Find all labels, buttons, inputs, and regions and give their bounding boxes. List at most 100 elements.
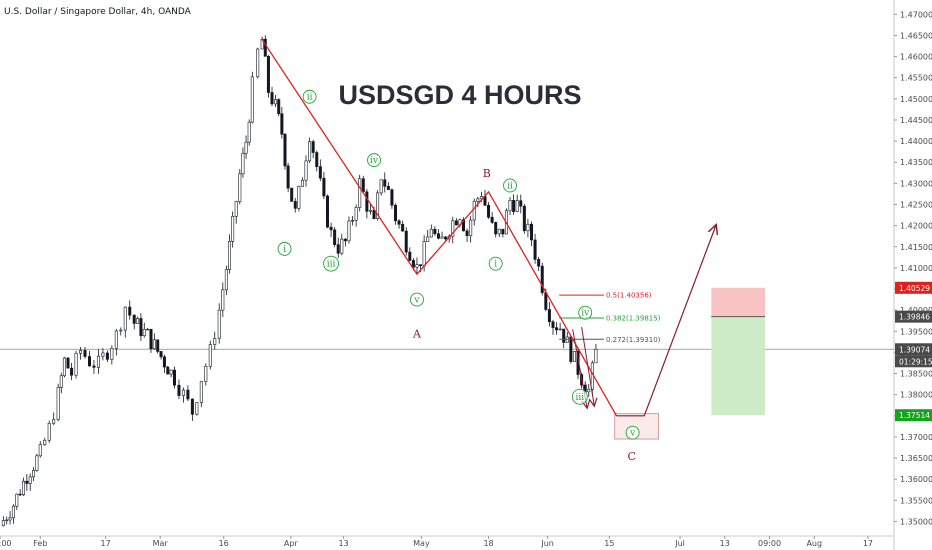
candle-body xyxy=(451,220,455,237)
candle-body xyxy=(490,216,494,223)
candle-body xyxy=(522,205,526,232)
candle-body xyxy=(393,204,397,222)
candle-body xyxy=(544,292,548,310)
candle-body xyxy=(52,419,56,424)
candle-body xyxy=(318,166,322,179)
y-tick-label: 1.40000 xyxy=(900,306,932,315)
wave-label-circle xyxy=(367,153,381,168)
wave-label-circle xyxy=(323,255,340,272)
candle-body xyxy=(494,222,498,235)
x-tick-label: 16 xyxy=(219,539,229,548)
candle-body xyxy=(152,339,156,350)
price-badge xyxy=(895,281,932,294)
elliott-wave-line xyxy=(261,39,618,417)
candle-body xyxy=(43,439,47,445)
wave-label: ii xyxy=(507,181,513,191)
candle-body xyxy=(397,220,401,225)
candle-body xyxy=(368,209,372,212)
y-tick-label: 1.43000 xyxy=(900,179,932,188)
candle-body xyxy=(83,350,87,357)
candle-body xyxy=(361,178,365,193)
candle-body xyxy=(290,187,294,202)
price-badge xyxy=(895,409,932,422)
y-tick-label: 1.47000 xyxy=(900,10,932,19)
candle-body xyxy=(59,375,63,388)
candle-body xyxy=(533,239,537,260)
candle-body xyxy=(270,92,274,105)
candle-body xyxy=(501,228,505,235)
x-tick-label: Feb xyxy=(33,539,47,548)
x-tick-label: 09:00 xyxy=(0,539,12,548)
wave-label: ii xyxy=(307,93,313,103)
wave-label: i xyxy=(494,260,497,270)
candle-body xyxy=(537,259,541,267)
candle-body xyxy=(426,236,430,242)
candle-body xyxy=(11,505,15,519)
candle-body xyxy=(172,369,176,386)
candle-body xyxy=(429,228,433,238)
candle-body xyxy=(169,369,173,375)
candle-body xyxy=(408,251,412,261)
price-badge-label: 1.39074 xyxy=(899,345,930,354)
fib-level-label: 0.272(1.39310) xyxy=(606,336,661,344)
candle-body xyxy=(322,177,326,197)
candle-body xyxy=(105,352,109,360)
x-tick-label: Aug xyxy=(806,539,822,548)
projection-arrow xyxy=(616,226,716,417)
candle-body xyxy=(231,216,235,242)
candle-body xyxy=(87,356,91,367)
candle-body xyxy=(411,260,415,268)
candle-body xyxy=(260,38,264,50)
candle-body xyxy=(404,230,408,253)
candle-body xyxy=(479,196,483,200)
y-tick-label: 1.38500 xyxy=(900,370,932,379)
candle-body xyxy=(497,228,501,235)
x-tick-label: 17 xyxy=(100,539,110,548)
candle-body xyxy=(25,480,29,484)
candle-body xyxy=(136,318,140,324)
abc-wave-label: A xyxy=(412,328,422,341)
candle-body xyxy=(308,141,312,162)
wave-label-circle xyxy=(503,178,517,193)
candle-body xyxy=(195,402,199,415)
y-tick-label: 1.41000 xyxy=(900,264,932,273)
candle-body xyxy=(79,350,83,354)
candle-body xyxy=(379,179,383,194)
candle-body xyxy=(540,265,544,293)
wave-label: iv xyxy=(370,156,379,166)
candle-body xyxy=(96,355,100,368)
candle-body xyxy=(530,223,534,241)
candle-body xyxy=(70,367,74,376)
candle-body xyxy=(66,357,70,369)
candle-body xyxy=(572,351,576,362)
candle-body xyxy=(228,240,232,270)
price-badge-label: 01:29:15 xyxy=(899,357,932,366)
candle-body xyxy=(476,198,480,202)
chart-title: USDSGD 4 HOURS xyxy=(338,80,581,110)
candle-body xyxy=(119,329,123,332)
candle-body xyxy=(110,348,114,360)
x-tick-label: Jun xyxy=(540,539,554,548)
candle-body xyxy=(146,328,150,331)
y-tick-label: 1.43500 xyxy=(900,158,932,167)
x-tick-label: 13 xyxy=(720,539,730,548)
candle-body xyxy=(213,338,217,345)
candle-body xyxy=(325,195,329,228)
candle-body xyxy=(128,306,132,316)
abc-wave-label: C xyxy=(628,450,636,463)
candle-body xyxy=(347,220,351,242)
y-tick-label: 1.35500 xyxy=(900,496,932,505)
y-tick-label: 1.42500 xyxy=(900,201,932,210)
y-tick-label: 1.45500 xyxy=(900,74,932,83)
candle-body xyxy=(21,480,25,496)
candle-body xyxy=(333,229,337,245)
candle-body xyxy=(297,186,301,209)
candle-body xyxy=(343,238,347,242)
candle-body xyxy=(315,152,319,167)
candle-body xyxy=(358,178,362,208)
candle-body xyxy=(419,264,423,267)
symbol-title: U.S. Dollar / Singapore Dollar, 4h, OAND… xyxy=(4,7,192,17)
candle-body xyxy=(18,493,22,496)
